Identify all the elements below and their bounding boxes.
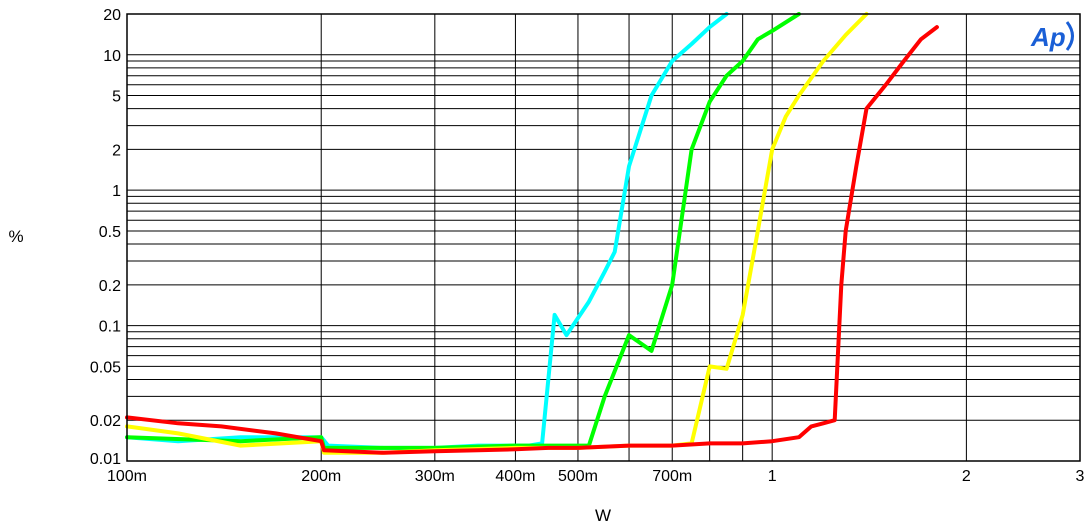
y-tick-label: 20 [103, 7, 121, 24]
x-tick-label: 100m [107, 468, 147, 485]
ap-logo-arc [1065, 21, 1074, 51]
x-axis-label: W [595, 506, 611, 525]
plot-area [127, 14, 1080, 461]
y-tick-label: 0.2 [99, 278, 121, 295]
x-tick-label: 400m [495, 468, 535, 485]
y-tick-label: 10 [103, 48, 121, 65]
x-tick-label: 700m [652, 468, 692, 485]
y-tick-label: 0.01 [90, 451, 121, 468]
ap-logo-text: Ap [1030, 22, 1066, 52]
x-tick-label: 2 [962, 468, 971, 485]
y-tick-label: 1 [112, 183, 121, 200]
y-tick-label: 2 [112, 142, 121, 159]
y-tick-label: 0.02 [90, 413, 121, 430]
y-tick-label: 0.05 [90, 359, 121, 376]
plot-frame [126, 13, 1081, 462]
x-tick-label: 500m [558, 468, 598, 485]
series-line-2 [125, 12, 801, 450]
x-tick-label: 1 [768, 468, 777, 485]
grid [127, 14, 1080, 461]
series-group [125, 12, 939, 455]
x-tick-labels: 100m 200m 300m 400m 500m 700m 1 2 3 [107, 468, 1085, 485]
y-tick-label: 5 [112, 89, 121, 106]
y-tick-labels: 0.01 0.02 0.05 0.1 0.2 0.5 1 2 5 10 20 [90, 7, 121, 468]
x-tick-label: 300m [415, 468, 455, 485]
ap-logo: Ap [1030, 21, 1074, 52]
series-line-4 [125, 25, 939, 455]
y-axis-label: % [8, 227, 23, 246]
x-tick-label: 200m [301, 468, 341, 485]
y-tick-label: 0.1 [99, 319, 121, 336]
x-tick-label: 3 [1076, 468, 1085, 485]
y-tick-label: 0.5 [99, 224, 121, 241]
